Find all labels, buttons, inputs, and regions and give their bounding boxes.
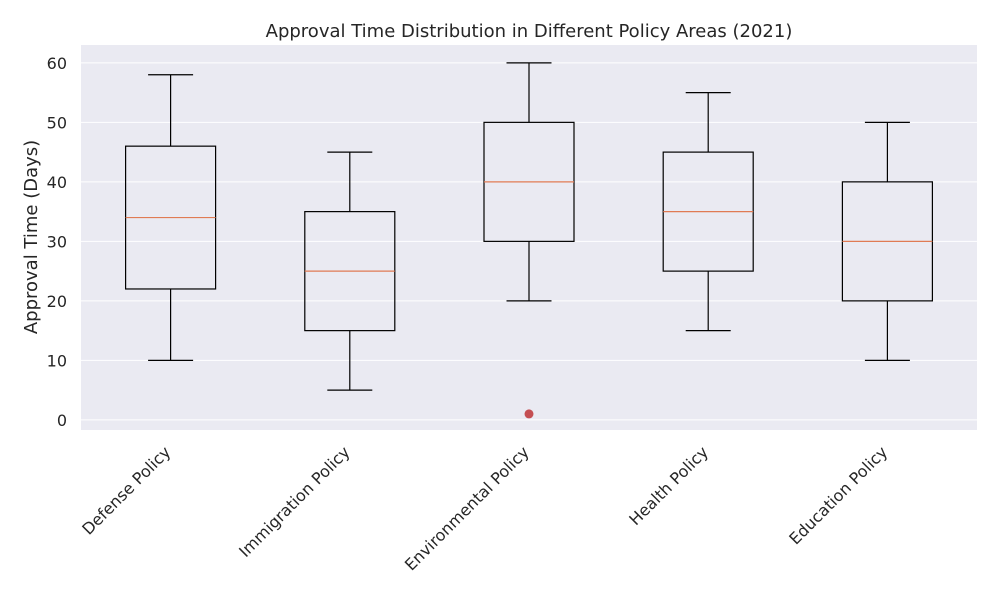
x-tick-label: Health Policy — [625, 442, 712, 529]
x-tick-label: Immigration Policy — [235, 442, 354, 561]
box-group — [662, 92, 754, 332]
box-group — [124, 74, 217, 361]
box-group — [483, 62, 575, 419]
outlier-point — [524, 409, 534, 419]
y-tick-label: 60 — [47, 54, 67, 73]
y-tick-label: 30 — [47, 232, 67, 251]
y-tick-label: 40 — [47, 173, 67, 192]
chart-title: Approval Time Distribution in Different … — [266, 21, 793, 42]
y-tick-label: 0 — [57, 411, 67, 430]
box-group — [304, 151, 396, 391]
x-tick-label: Education Policy — [785, 442, 891, 548]
y-tick-label: 10 — [47, 351, 67, 370]
y-axis-ticks: 0 10 20 30 40 50 60 — [47, 54, 67, 430]
y-tick-label: 50 — [47, 113, 67, 132]
box-group — [841, 121, 934, 361]
boxes — [124, 62, 934, 419]
x-tick-label: Environmental Policy — [401, 442, 533, 574]
y-axis-label: Approval Time (Days) — [21, 140, 42, 334]
x-tick-label: Defense Policy — [78, 442, 174, 538]
y-tick-label: 20 — [47, 292, 67, 311]
x-axis-ticks: Defense Policy Immigration Policy Environm… — [78, 442, 891, 574]
